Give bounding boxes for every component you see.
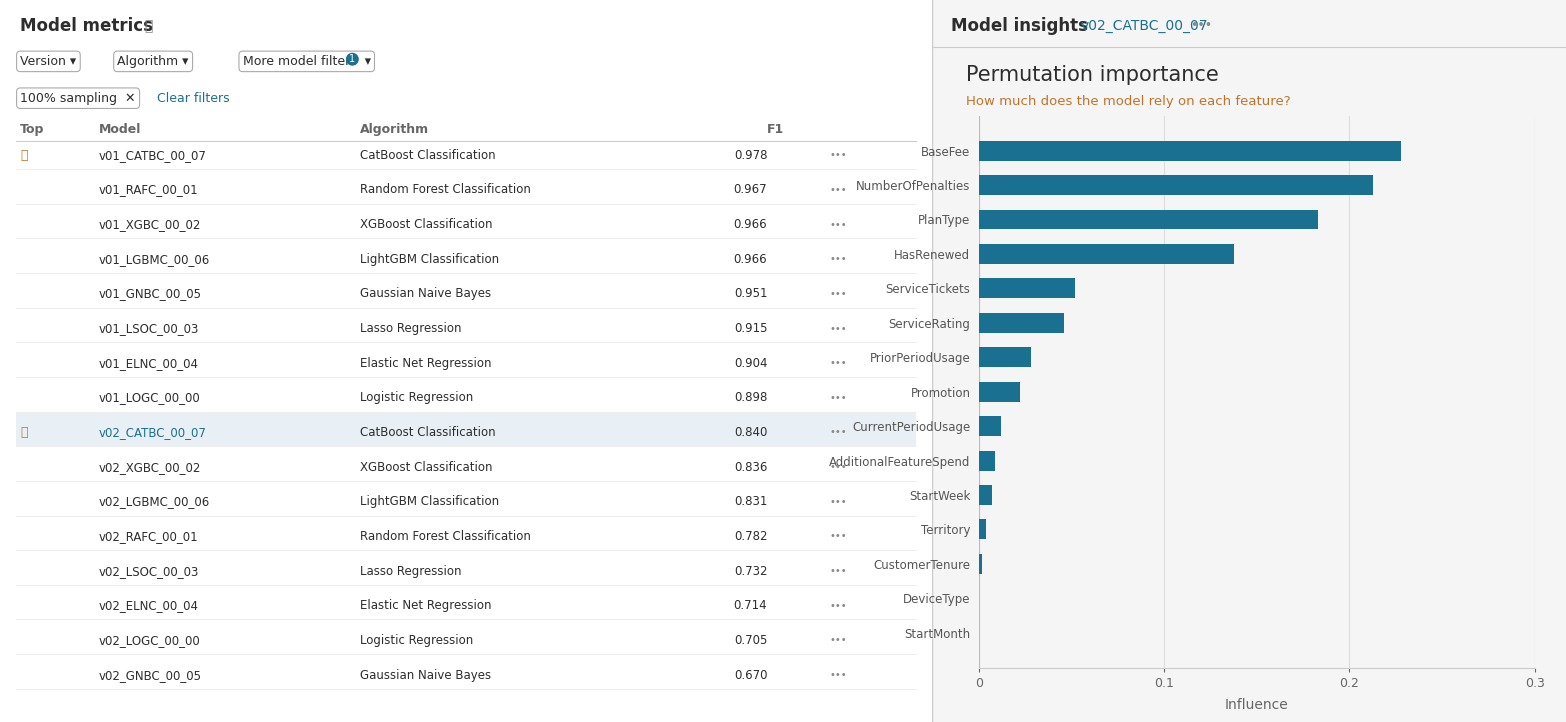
Bar bbox=[979, 485, 991, 505]
Text: Algorithm: Algorithm bbox=[360, 123, 429, 136]
Text: 0.951: 0.951 bbox=[734, 287, 767, 300]
Text: 0.840: 0.840 bbox=[734, 426, 767, 439]
Text: ⓘ: ⓘ bbox=[144, 19, 152, 33]
Text: •••: ••• bbox=[830, 531, 847, 542]
Text: Elastic Net Regression: Elastic Net Regression bbox=[360, 357, 492, 370]
Text: Logistic Regression: Logistic Regression bbox=[360, 634, 473, 647]
Text: 1: 1 bbox=[349, 54, 355, 64]
Bar bbox=[979, 382, 1019, 401]
Text: •••: ••• bbox=[830, 150, 847, 160]
Text: 0.904: 0.904 bbox=[734, 357, 767, 370]
Text: v02_ELNC_00_04: v02_ELNC_00_04 bbox=[99, 599, 199, 612]
Text: F1: F1 bbox=[767, 123, 785, 136]
Bar bbox=[979, 347, 1030, 367]
Text: 0.967: 0.967 bbox=[734, 183, 767, 196]
Text: •••: ••• bbox=[830, 566, 847, 576]
Text: v01_RAFC_00_01: v01_RAFC_00_01 bbox=[99, 183, 199, 196]
Bar bbox=[979, 175, 1373, 195]
Text: XGBoost Classification: XGBoost Classification bbox=[360, 218, 493, 231]
Bar bbox=[979, 554, 982, 574]
Bar bbox=[979, 141, 1402, 160]
Text: •••: ••• bbox=[830, 323, 847, 334]
Text: •••: ••• bbox=[830, 635, 847, 645]
Text: 100% sampling  ✕: 100% sampling ✕ bbox=[20, 92, 136, 105]
Bar bbox=[979, 416, 1001, 436]
Text: Clear filters: Clear filters bbox=[157, 92, 229, 105]
Text: Model insights: Model insights bbox=[951, 17, 1087, 35]
Text: v02_LGBMC_00_06: v02_LGBMC_00_06 bbox=[99, 495, 210, 508]
Bar bbox=[979, 519, 987, 539]
Text: Logistic Regression: Logistic Regression bbox=[360, 391, 473, 404]
Text: 0.836: 0.836 bbox=[734, 461, 767, 474]
Text: Lasso Regression: Lasso Regression bbox=[360, 322, 462, 335]
Text: v01_CATBC_00_07: v01_CATBC_00_07 bbox=[99, 149, 207, 162]
Text: v02_LSOC_00_03: v02_LSOC_00_03 bbox=[99, 565, 199, 578]
Text: Model: Model bbox=[99, 123, 141, 136]
Text: CatBoost Classification: CatBoost Classification bbox=[360, 149, 496, 162]
Text: v01_GNBC_00_05: v01_GNBC_00_05 bbox=[99, 287, 202, 300]
Text: Random Forest Classification: Random Forest Classification bbox=[360, 530, 531, 543]
Text: •••: ••• bbox=[830, 254, 847, 264]
Text: •••: ••• bbox=[830, 601, 847, 611]
Text: •••: ••• bbox=[830, 358, 847, 368]
Text: v01_LOGC_00_00: v01_LOGC_00_00 bbox=[99, 391, 200, 404]
Bar bbox=[979, 244, 1234, 264]
Text: Algorithm ▾: Algorithm ▾ bbox=[117, 55, 189, 68]
Text: 🏆: 🏆 bbox=[20, 426, 28, 439]
Text: Version ▾: Version ▾ bbox=[20, 55, 77, 68]
Text: •••: ••• bbox=[830, 497, 847, 507]
Text: •••: ••• bbox=[830, 289, 847, 299]
Text: •••: ••• bbox=[1190, 19, 1212, 32]
Text: Gaussian Naive Bayes: Gaussian Naive Bayes bbox=[360, 669, 492, 682]
Text: 0.732: 0.732 bbox=[734, 565, 767, 578]
Text: •••: ••• bbox=[830, 219, 847, 230]
Text: More model filters  ▾: More model filters ▾ bbox=[243, 55, 371, 68]
Text: •••: ••• bbox=[830, 462, 847, 472]
Text: •••: ••• bbox=[830, 185, 847, 195]
Text: XGBoost Classification: XGBoost Classification bbox=[360, 461, 493, 474]
Text: Gaussian Naive Bayes: Gaussian Naive Bayes bbox=[360, 287, 492, 300]
Text: Top: Top bbox=[20, 123, 45, 136]
Text: v02_LOGC_00_00: v02_LOGC_00_00 bbox=[99, 634, 200, 647]
Text: 0.966: 0.966 bbox=[734, 218, 767, 231]
Text: v02_CATBC_00_07: v02_CATBC_00_07 bbox=[1081, 19, 1207, 33]
Bar bbox=[979, 451, 996, 471]
Text: 0.915: 0.915 bbox=[734, 322, 767, 335]
Bar bbox=[979, 313, 1063, 333]
Text: 0.978: 0.978 bbox=[734, 149, 767, 162]
Text: v02_RAFC_00_01: v02_RAFC_00_01 bbox=[99, 530, 199, 543]
Bar bbox=[979, 209, 1319, 230]
Text: v02_XGBC_00_02: v02_XGBC_00_02 bbox=[99, 461, 200, 474]
Text: 0.782: 0.782 bbox=[734, 530, 767, 543]
Text: 🏆: 🏆 bbox=[20, 149, 28, 162]
Text: CatBoost Classification: CatBoost Classification bbox=[360, 426, 496, 439]
Text: v01_LSOC_00_03: v01_LSOC_00_03 bbox=[99, 322, 199, 335]
Text: 0.670: 0.670 bbox=[734, 669, 767, 682]
Text: 0.705: 0.705 bbox=[734, 634, 767, 647]
Text: •••: ••• bbox=[830, 393, 847, 403]
Text: Lasso Regression: Lasso Regression bbox=[360, 565, 462, 578]
Text: Permutation importance: Permutation importance bbox=[966, 65, 1218, 85]
Text: 0.898: 0.898 bbox=[734, 391, 767, 404]
Text: 0.966: 0.966 bbox=[734, 253, 767, 266]
Text: •••: ••• bbox=[830, 670, 847, 680]
Text: LightGBM Classification: LightGBM Classification bbox=[360, 253, 500, 266]
Text: How much does the model rely on each feature?: How much does the model rely on each fea… bbox=[966, 95, 1290, 108]
Text: Elastic Net Regression: Elastic Net Regression bbox=[360, 599, 492, 612]
Text: Model metrics: Model metrics bbox=[20, 17, 153, 35]
X-axis label: Influence: Influence bbox=[1225, 698, 1289, 712]
Text: v01_ELNC_00_04: v01_ELNC_00_04 bbox=[99, 357, 199, 370]
Text: LightGBM Classification: LightGBM Classification bbox=[360, 495, 500, 508]
Text: v02_CATBC_00_07: v02_CATBC_00_07 bbox=[99, 426, 207, 439]
Text: Random Forest Classification: Random Forest Classification bbox=[360, 183, 531, 196]
Text: v01_LGBMC_00_06: v01_LGBMC_00_06 bbox=[99, 253, 210, 266]
Text: v02_GNBC_00_05: v02_GNBC_00_05 bbox=[99, 669, 202, 682]
Text: •••: ••• bbox=[830, 427, 847, 438]
Text: v01_XGBC_00_02: v01_XGBC_00_02 bbox=[99, 218, 200, 231]
Text: 0.714: 0.714 bbox=[734, 599, 767, 612]
Bar bbox=[979, 279, 1076, 298]
Text: 0.831: 0.831 bbox=[734, 495, 767, 508]
